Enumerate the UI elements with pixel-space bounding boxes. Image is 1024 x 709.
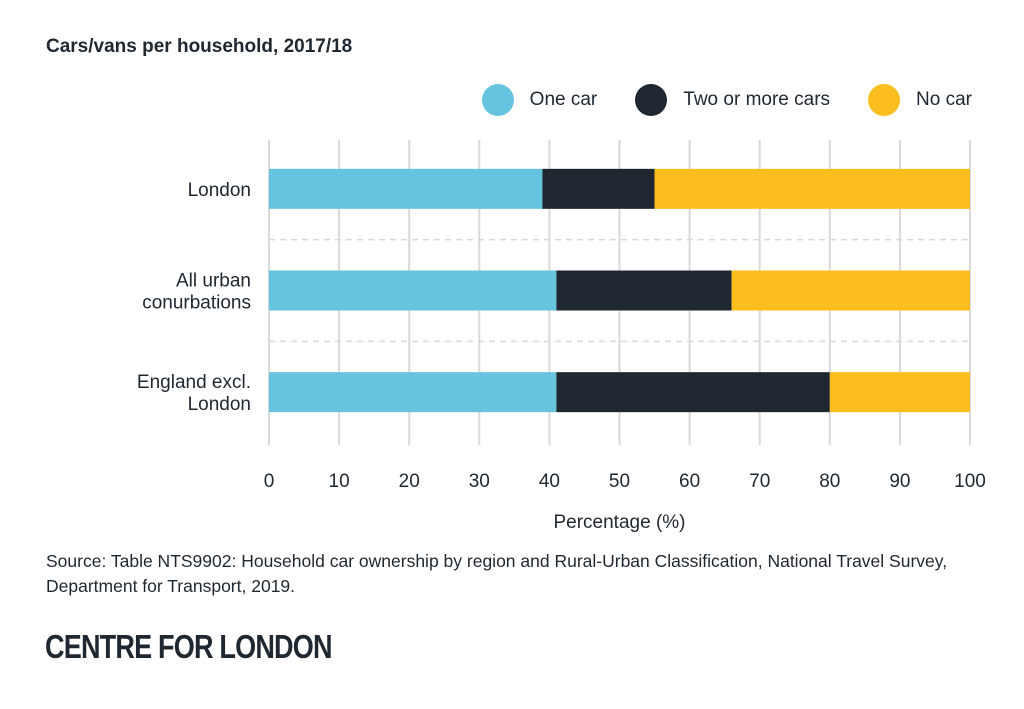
x-tick-label: 50 (609, 471, 630, 492)
x-tick-label: 60 (679, 471, 700, 492)
category-label: All urban (176, 271, 251, 292)
x-tick-label: 100 (954, 471, 986, 492)
bar-segment (556, 270, 732, 311)
bar-segment (269, 168, 543, 209)
category-label: England excl. (137, 372, 251, 393)
category-label: London (188, 180, 251, 201)
x-tick-label: 90 (889, 471, 910, 492)
source-note: Source: Table NTS9902: Household car own… (46, 551, 948, 596)
bar-segment (269, 270, 557, 311)
legend-label: No car (916, 89, 972, 110)
bar-segment (829, 372, 970, 413)
bar-segment (654, 168, 970, 209)
x-tick-label: 20 (399, 471, 420, 492)
bar-segment (542, 168, 655, 209)
legend-item-one-car: One car (481, 84, 598, 116)
legend-item-no-car: No car (868, 84, 972, 116)
legend-swatch-one-car (481, 84, 514, 116)
x-tick-label: 80 (819, 471, 840, 492)
legend-label: Two or more cars (683, 89, 831, 110)
legend-swatch-no-car (868, 84, 901, 116)
legend-label: One car (529, 89, 598, 110)
category-label: conurbations (142, 293, 251, 314)
chart-title: Cars/vans per household, 2017/18 (46, 36, 353, 57)
x-tick-label: 0 (264, 471, 275, 492)
legend: One car Two or more cars No car (444, 84, 972, 116)
x-tick-label: 30 (469, 471, 490, 492)
centre-for-london-logo: CENTRE FOR LONDON (45, 628, 333, 665)
legend-item-two-or-more: Two or more cars (635, 84, 830, 116)
bar-segment (731, 270, 970, 311)
x-tick-label: 40 (539, 471, 560, 492)
legend-swatch-two-or-more (635, 84, 668, 116)
category-label: London (188, 394, 251, 415)
bar-segment (269, 372, 557, 413)
bar-segment (556, 372, 830, 413)
x-tick-label: 70 (749, 471, 770, 492)
x-tick-label: 10 (329, 471, 350, 492)
x-axis-label: Percentage (%) (553, 512, 685, 533)
